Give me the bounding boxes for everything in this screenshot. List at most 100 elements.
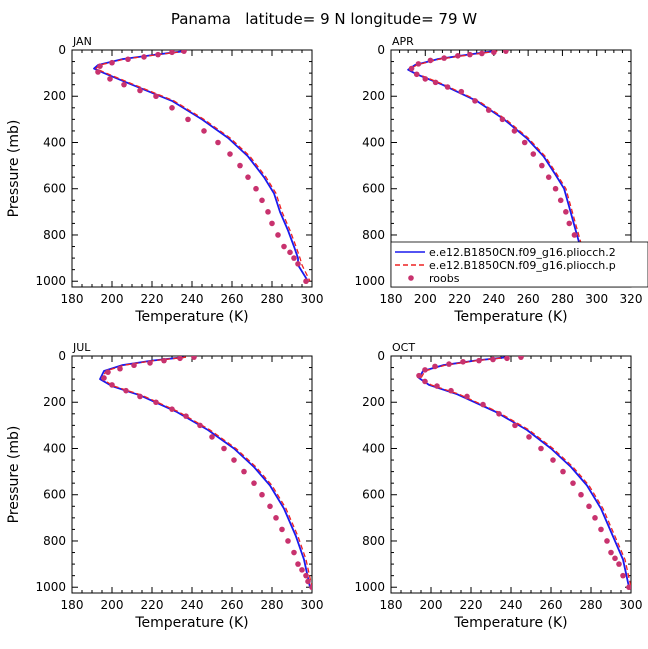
obs-point bbox=[109, 59, 115, 66]
x-tick-label: 220 bbox=[141, 598, 164, 612]
obs-point bbox=[215, 139, 221, 146]
obs-point bbox=[137, 393, 143, 400]
obs-point bbox=[496, 411, 502, 417]
obs-point bbox=[109, 382, 115, 388]
y-tick-label: 0 bbox=[58, 349, 66, 363]
obs-point bbox=[441, 55, 447, 61]
panel-label: OCT bbox=[392, 341, 415, 354]
obs-point bbox=[586, 503, 592, 510]
y-tick-label: 400 bbox=[362, 135, 385, 149]
obs-point bbox=[491, 50, 497, 56]
x-tick-label: 240 bbox=[500, 598, 523, 612]
obs-point bbox=[530, 151, 537, 157]
obs-point bbox=[592, 515, 598, 521]
y-axis-label: Pressure (mb) bbox=[6, 426, 22, 524]
obs-point bbox=[105, 369, 111, 375]
obs-point bbox=[273, 515, 279, 521]
data-layer bbox=[416, 356, 631, 591]
obs-point bbox=[267, 503, 273, 510]
obs-point bbox=[458, 88, 465, 95]
x-tick-label: 200 bbox=[414, 292, 437, 306]
legend-label: e.e12.B1850CN.f09_g16.pliocch.2 bbox=[429, 246, 616, 259]
y-tick-label: 600 bbox=[362, 182, 385, 196]
obs-point bbox=[245, 174, 251, 180]
obs-point bbox=[209, 434, 215, 440]
x-axis-label: Temperature (K) bbox=[134, 309, 248, 325]
obs-point bbox=[141, 54, 147, 60]
legend-label: roobs bbox=[429, 272, 460, 285]
obs-point bbox=[521, 139, 528, 146]
x-tick-label: 280 bbox=[551, 292, 574, 306]
obs-point bbox=[448, 387, 454, 394]
y-tick-label: 800 bbox=[43, 228, 66, 242]
x-axis-label: Temperature (K) bbox=[453, 309, 567, 325]
obs-point bbox=[422, 76, 429, 82]
obs-point bbox=[538, 445, 544, 452]
obs-point bbox=[446, 361, 452, 367]
obs-point bbox=[303, 572, 309, 579]
obs-point bbox=[169, 105, 175, 111]
obs-point bbox=[570, 480, 576, 486]
obs-point bbox=[518, 356, 524, 360]
x-tick-label: 300 bbox=[585, 292, 608, 306]
x-tick-label: 300 bbox=[620, 598, 643, 612]
obs-point bbox=[626, 584, 631, 591]
obs-point bbox=[285, 538, 291, 544]
obs-point bbox=[155, 51, 161, 58]
obs-point bbox=[281, 243, 287, 250]
y-tick-label: 200 bbox=[43, 89, 66, 103]
series-line-dashed bbox=[101, 356, 312, 588]
x-tick-label: 240 bbox=[482, 292, 505, 306]
x-tick-label: 280 bbox=[261, 292, 284, 306]
x-tick-label: 200 bbox=[420, 598, 443, 612]
obs-point bbox=[123, 387, 129, 394]
legend-label: e.e12.B1850CN.f09_g16.pliocch.p bbox=[429, 259, 616, 272]
obs-point bbox=[161, 357, 167, 364]
obs-point bbox=[287, 249, 293, 256]
x-tick-label: 200 bbox=[101, 598, 124, 612]
obs-point bbox=[485, 107, 492, 113]
obs-point bbox=[490, 356, 496, 363]
obs-point bbox=[177, 356, 183, 362]
obs-point bbox=[422, 378, 428, 385]
panel-jul: 180 200 220 240 260 280 300 0 200 400 600 800 1000 JU… bbox=[6, 341, 323, 631]
x-tick-label: 180 bbox=[380, 292, 403, 306]
x-tick-label: 180 bbox=[380, 598, 403, 612]
y-tick-label: 1000 bbox=[354, 580, 385, 594]
obs-point bbox=[434, 383, 440, 389]
obs-point bbox=[221, 445, 227, 452]
y-tick-label: 200 bbox=[362, 89, 385, 103]
obs-point bbox=[545, 174, 552, 180]
obs-point bbox=[169, 406, 175, 412]
x-tick-label: 180 bbox=[61, 598, 84, 612]
obs-point bbox=[95, 69, 101, 75]
obs-point bbox=[121, 81, 127, 88]
data-layer bbox=[99, 356, 312, 591]
x-tick-label: 220 bbox=[141, 292, 164, 306]
obs-point bbox=[539, 162, 545, 169]
x-tick-label: 260 bbox=[540, 598, 563, 612]
obs-point bbox=[275, 232, 281, 238]
legend-marker-dot bbox=[408, 275, 414, 281]
legend: e.e12.B1850CN.f09_g16.pliocch.2e.e12.B18… bbox=[390, 241, 648, 288]
x-tick-label: 240 bbox=[181, 598, 204, 612]
obs-point bbox=[608, 549, 614, 556]
obs-point bbox=[153, 93, 159, 100]
panel-jan: 180 200 220 240 260 280 300 0 200 400 600 800 1000 JA… bbox=[6, 35, 323, 325]
obs-point bbox=[295, 261, 301, 267]
obs-point bbox=[269, 220, 275, 227]
legend-box bbox=[390, 241, 648, 288]
obs-point bbox=[563, 209, 569, 215]
y-tick-label: 1000 bbox=[35, 580, 66, 594]
obs-point bbox=[479, 50, 485, 57]
obs-point bbox=[550, 457, 556, 463]
x-tick-label: 280 bbox=[261, 598, 284, 612]
obs-point bbox=[455, 52, 461, 59]
obs-point bbox=[512, 422, 518, 429]
obs-point bbox=[259, 491, 265, 498]
obs-point bbox=[416, 372, 422, 379]
x-tick-label: 200 bbox=[101, 292, 124, 306]
obs-point bbox=[231, 457, 237, 463]
plot-frame bbox=[71, 49, 313, 288]
